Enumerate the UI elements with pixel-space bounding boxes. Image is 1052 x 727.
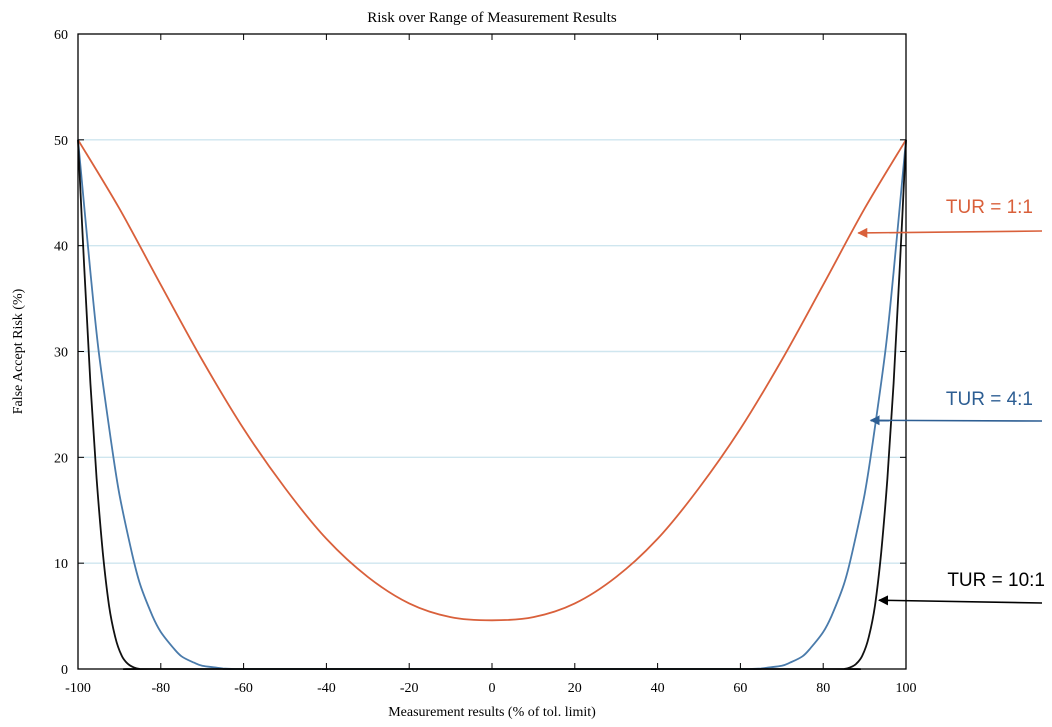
y-tick-label: 10 [54, 557, 68, 572]
x-tick-label: 20 [568, 681, 582, 696]
series-line-tur-10-1 [77, 139, 907, 671]
y-tick-label: 60 [54, 28, 68, 43]
y-tick-label: 50 [54, 134, 68, 149]
tick-layer: 0 10 20 30 40 50 60 -100 -80 -60 -40 -20 0 20 40 60 80 10… [54, 28, 917, 696]
annotation-label-tur-1-1: TUR = 1:1 [946, 197, 1033, 218]
annotation-arrow-tur-4-1 [869, 415, 1043, 426]
x-tick-label: -20 [400, 681, 419, 696]
y-tick-label: 30 [54, 346, 68, 361]
x-tick-label: 60 [733, 681, 747, 696]
x-tick-label: 80 [816, 681, 830, 696]
x-tick-label: -80 [151, 681, 170, 696]
y-tick-label: 20 [54, 451, 68, 466]
annotation-label-tur-10-1: TUR = 10:1 [947, 570, 1045, 591]
annotation-label-tur-4-1: TUR = 4:1 [946, 389, 1033, 410]
grid-layer [78, 139, 906, 564]
x-tick-label: -60 [234, 681, 253, 696]
x-tick-label: 0 [489, 681, 496, 696]
x-tick-label: -100 [65, 681, 91, 696]
y-tick-label: 40 [54, 240, 68, 255]
annotation-arrow-tur-1-1 [857, 227, 1043, 238]
y-axis-label: False Accept Risk (%) [11, 288, 26, 414]
series-line-tur-4-1 [77, 139, 907, 670]
x-tick-label: -40 [317, 681, 336, 696]
x-tick-label: 40 [651, 681, 665, 696]
x-tick-label: 100 [896, 681, 917, 696]
chart-title: Risk over Range of Measurement Results [367, 10, 617, 26]
annotation-layer: TUR = 1:1 TUR = 4:1 TUR = 10:1 [857, 197, 1045, 606]
series-layer [77, 139, 907, 671]
annotation-arrow-tur-10-1 [878, 595, 1043, 606]
series-line-tur-1-1 [77, 139, 907, 622]
x-axis-label: Measurement results (% of tol. limit) [388, 705, 596, 720]
y-tick-label: 0 [61, 663, 68, 678]
